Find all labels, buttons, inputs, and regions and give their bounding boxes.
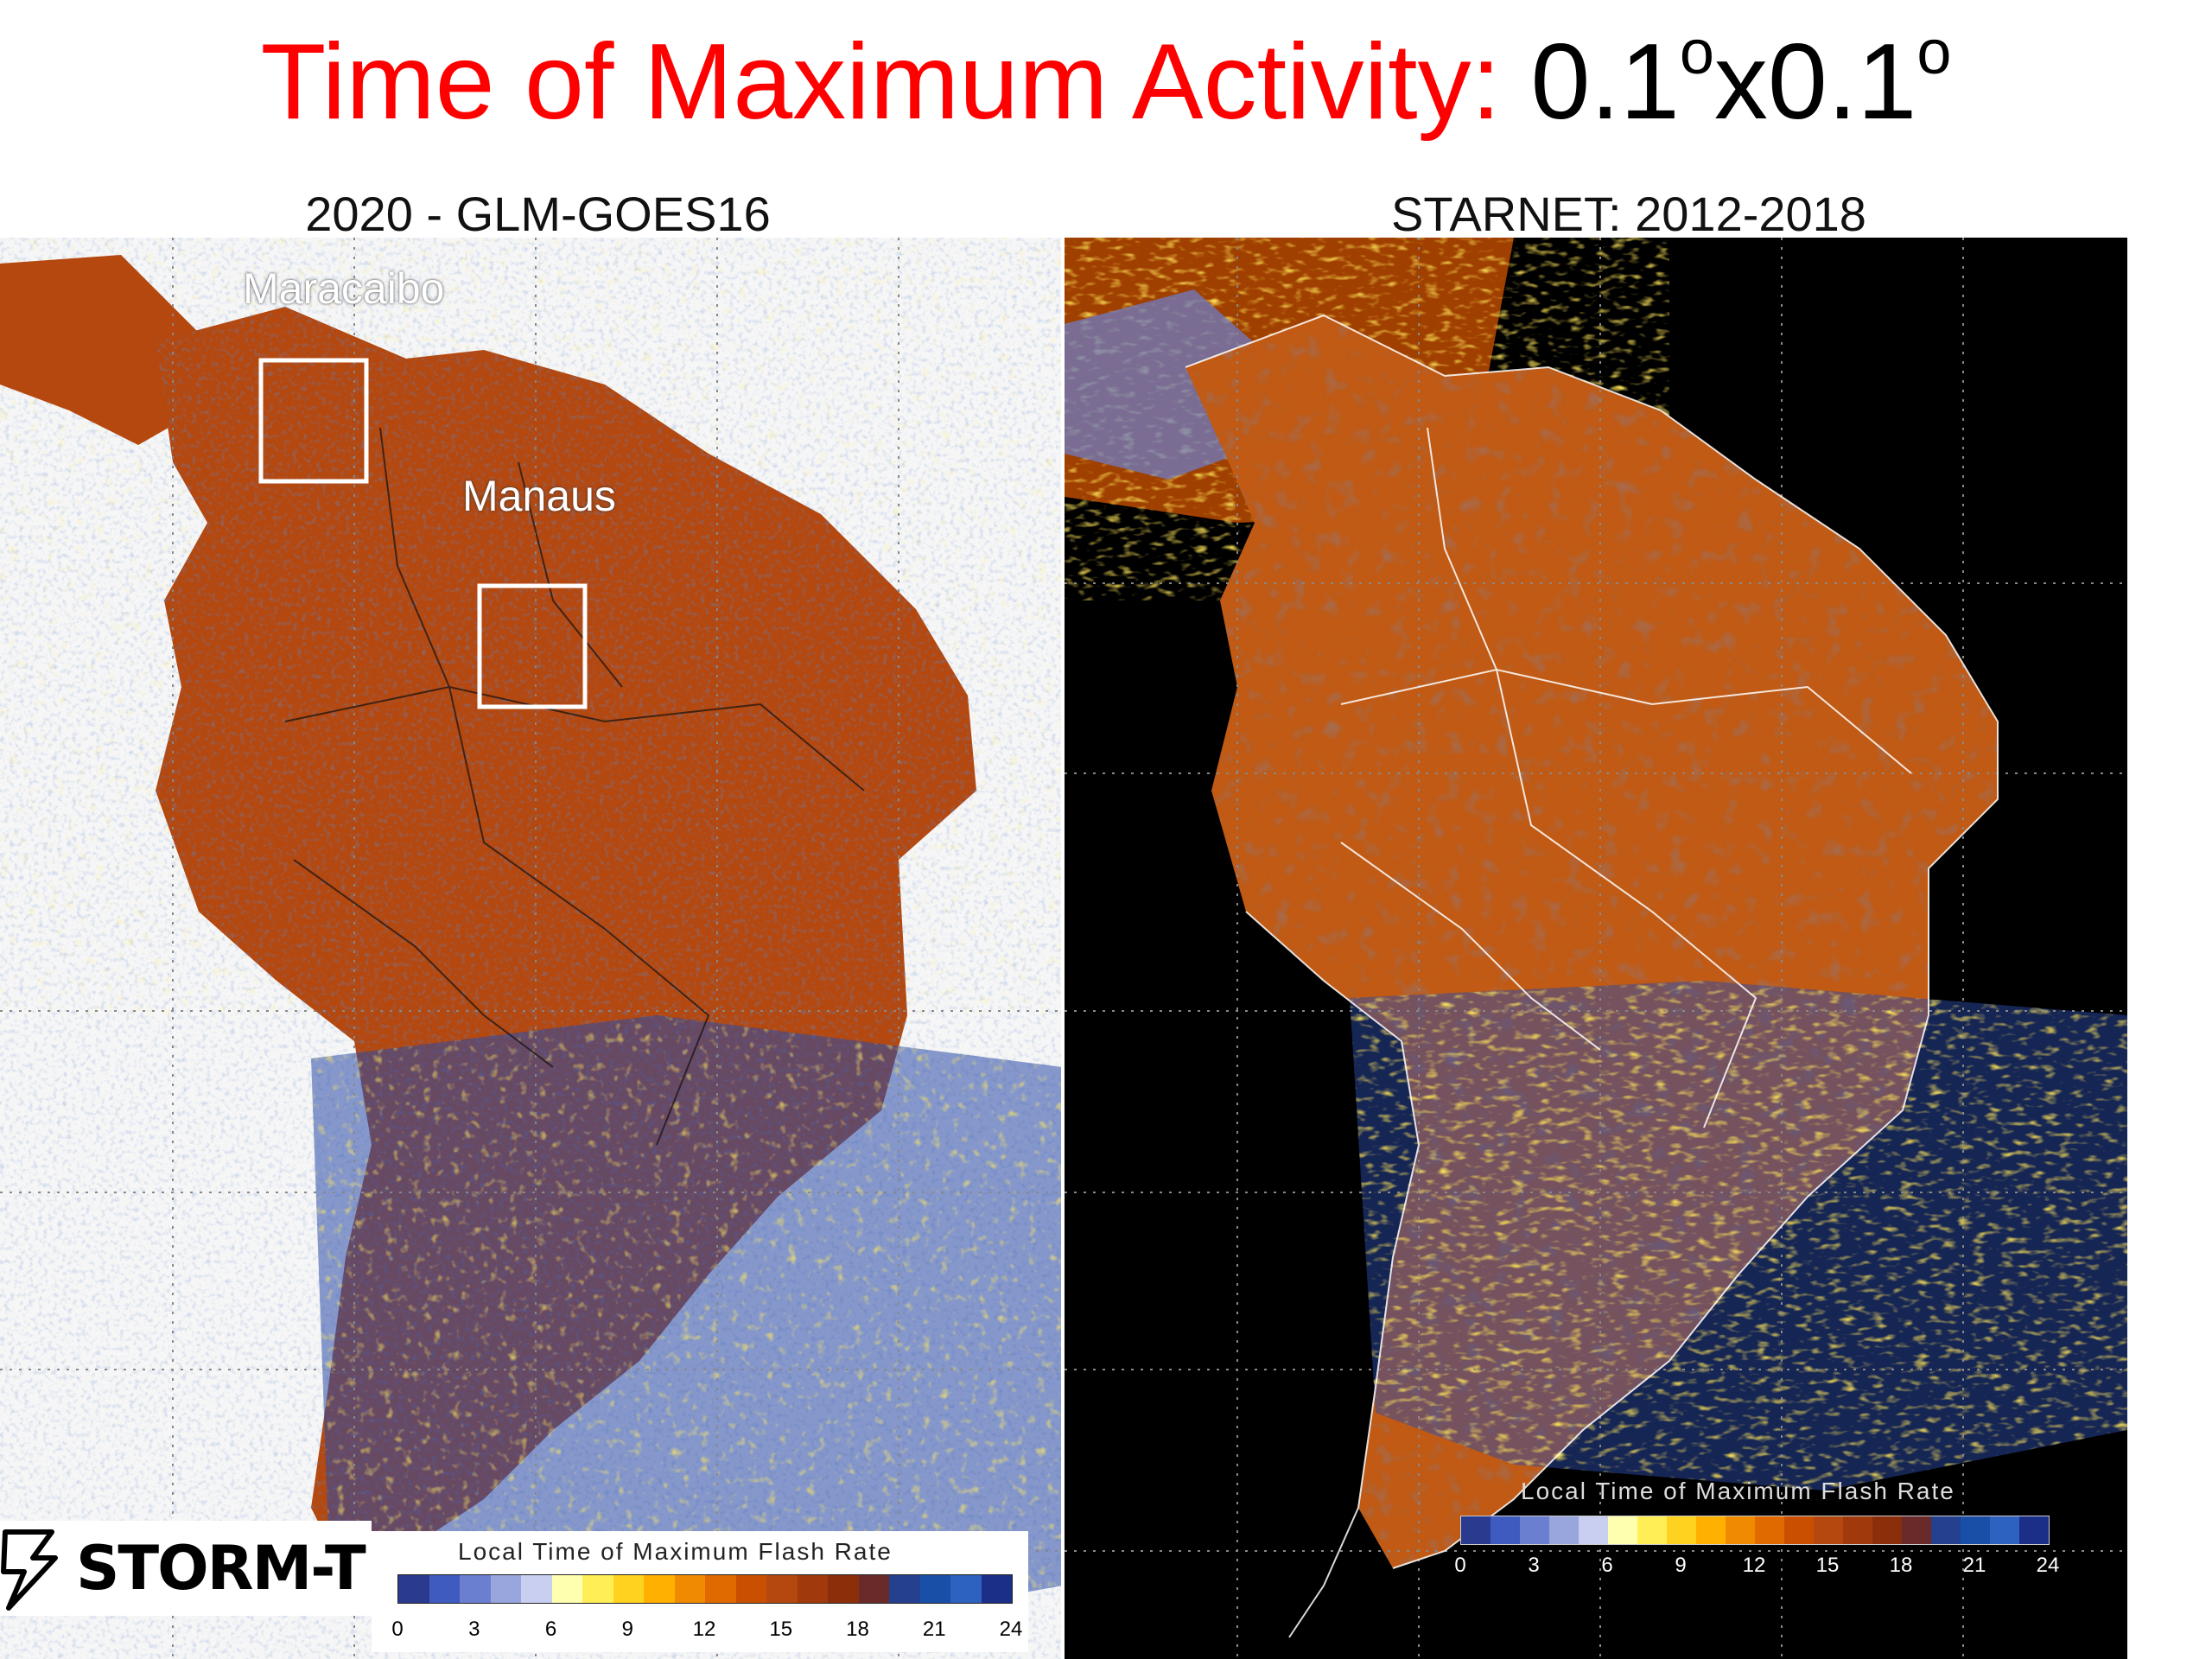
colorbar-swatch (889, 1575, 920, 1603)
colorbar-swatch (521, 1575, 552, 1603)
storm-t-logo: STORM-T (0, 1521, 372, 1616)
colorbar-swatch (1990, 1516, 2019, 1544)
legend-tick-label: 12 (692, 1618, 716, 1641)
starnet-map-svg (1065, 238, 2127, 1659)
colorbar-swatch (1696, 1516, 1726, 1544)
legend-tick-label: 9 (621, 1618, 633, 1641)
legend-tick-label: 12 (1742, 1554, 1766, 1577)
colorbar-swatch (828, 1575, 859, 1603)
colorbar-swatch (460, 1575, 491, 1603)
legend-tick-label: 15 (1815, 1554, 1840, 1577)
colorbar-swatch (1872, 1516, 1902, 1544)
left-colorbar (397, 1574, 1013, 1604)
colorbar-swatch (1520, 1516, 1549, 1544)
legend-tick-label: 0 (391, 1618, 404, 1641)
left-legend: Local Time of Maximum Flash Rate 0 3 6 9 12 1… (372, 1531, 1028, 1652)
colorbar-swatch (613, 1575, 644, 1603)
colorbar-swatch (1843, 1516, 1872, 1544)
colorbar-swatch (429, 1575, 460, 1603)
legend-tick-label: 6 (1601, 1554, 1613, 1577)
colorbar-swatch (1461, 1516, 1491, 1544)
colorbar-swatch (1608, 1516, 1637, 1544)
southern-yellow-band (1350, 981, 2127, 1491)
right-legend-title: Local Time of Maximum Flash Rate (1521, 1478, 1955, 1504)
legend-tick-label: 18 (1889, 1554, 1913, 1577)
colorbar-swatch (1637, 1516, 1667, 1544)
legend-tick-label: 6 (544, 1618, 557, 1641)
colorbar-swatch (2019, 1516, 2049, 1544)
panel-divider (1061, 238, 1065, 1659)
colorbar-swatch (490, 1575, 521, 1603)
colorbar-swatch (858, 1575, 889, 1603)
colorbar-swatch (1814, 1516, 1843, 1544)
maracaibo-label: Maracaibo (243, 264, 445, 313)
map-gridlines (1065, 238, 2127, 1659)
legend-tick-label: 18 (846, 1618, 869, 1641)
legend-tick-label: 0 (1454, 1554, 1466, 1577)
logo-text: STORM-T (76, 1533, 366, 1604)
colorbar-swatch (1784, 1516, 1814, 1544)
left-legend-ticks: 0 3 6 9 12 15 18 21 24 (391, 1618, 1022, 1643)
right-panel-title: STARNET: 2012-2018 (1391, 187, 1866, 241)
right-legend-ticks: 0 3 6 9 12 15 18 21 24 (1454, 1554, 2059, 1580)
colorbar-swatch (1726, 1516, 1755, 1544)
lightning-icon (1, 1529, 58, 1611)
colorbar-swatch (735, 1575, 766, 1603)
colorbar-swatch (981, 1575, 1012, 1603)
left-panel-title: 2020 - GLM-GOES16 (305, 187, 771, 241)
manaus-label: Manaus (462, 472, 616, 520)
legend-tick-label: 21 (922, 1618, 946, 1641)
colorbar-swatch (1755, 1516, 1784, 1544)
glm-goes16-map-svg (0, 238, 1063, 1659)
right-colorbar (1460, 1516, 2050, 1545)
left-legend-title: Local Time of Maximum Flash Rate (458, 1538, 893, 1565)
colorbar-swatch (1667, 1516, 1696, 1544)
legend-tick-label: 24 (999, 1618, 1023, 1641)
colorbar-swatch (398, 1575, 429, 1603)
country-borders (1185, 314, 1999, 1638)
manaus-box (477, 583, 588, 709)
colorbar-swatch (1931, 1516, 1961, 1544)
colorbar-swatch (919, 1575, 950, 1603)
page-title: Time of Maximum Activity: 0.1ox0.1o (260, 18, 1952, 142)
colorbar-swatch (1549, 1516, 1579, 1544)
colorbar-swatch (551, 1575, 582, 1603)
colorbar-swatch (766, 1575, 798, 1603)
legend-tick-label: 3 (468, 1618, 480, 1641)
maracaibo-box (258, 358, 369, 484)
colorbar-swatch (1902, 1516, 1931, 1544)
legend-tick-label: 21 (1962, 1554, 1986, 1577)
legend-tick-label: 3 (1528, 1554, 1540, 1577)
colorbar-swatch (674, 1575, 705, 1603)
colorbar-swatch (644, 1575, 675, 1603)
central-america-land (0, 255, 207, 445)
glm-goes16-map (0, 238, 1063, 1659)
legend-tick-label: 9 (1675, 1554, 1687, 1577)
country-borders (284, 427, 865, 1146)
legend-tick-label: 24 (2036, 1554, 2060, 1577)
colorbar-swatch (705, 1575, 736, 1603)
legend-tick-label: 15 (769, 1618, 793, 1641)
colorbar-swatch (1491, 1516, 1520, 1544)
colorbar-swatch (950, 1575, 982, 1603)
colorbar-swatch (582, 1575, 613, 1603)
colorbar-swatch (1579, 1516, 1608, 1544)
colorbar-swatch (797, 1575, 828, 1603)
colorbar-swatch (1961, 1516, 1990, 1544)
right-legend: Local Time of Maximum Flash Rate 0 3 6 9 12 1… (1454, 1471, 2065, 1583)
starnet-map (1065, 238, 2127, 1659)
